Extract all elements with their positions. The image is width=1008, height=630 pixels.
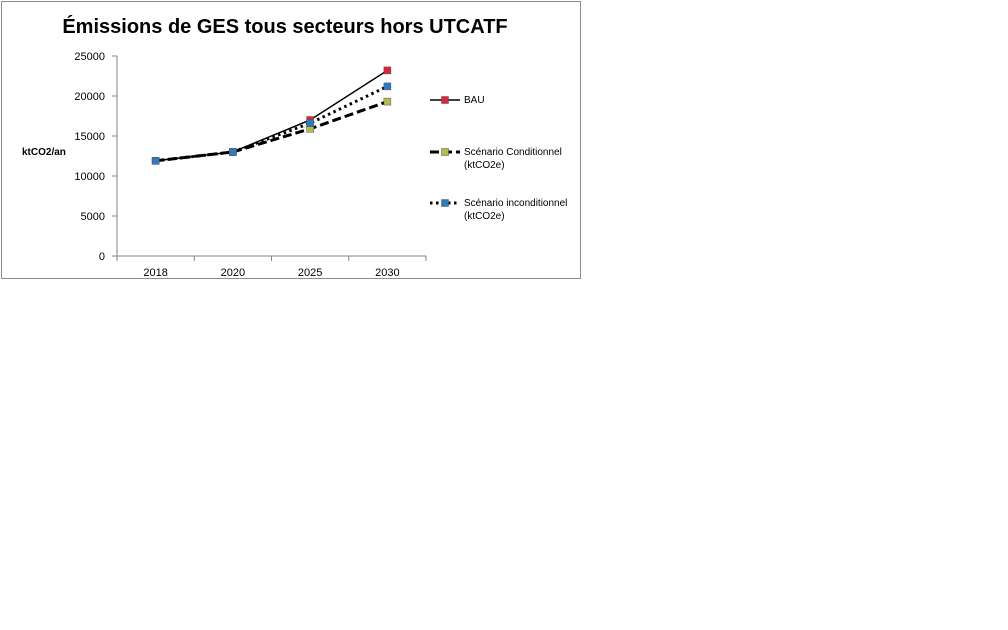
y-tick-label: 25000 [74,51,105,63]
x-tick-label: 2030 [375,267,399,278]
y-tick-labels: 0 5000 10000 15000 20000 25000 [74,51,105,263]
data-point-2-0 [151,157,160,165]
y-tick-label: 5000 [81,211,105,223]
data-point-2-2 [306,119,314,127]
axes [112,55,427,261]
x-tick-label: 2018 [143,267,167,278]
y-tick-label: 15000 [74,131,105,143]
y-axis-label: ktCO2/an [22,147,66,158]
series-line-0 [155,69,388,162]
series-line-1 [155,100,388,163]
legend: BAU Scénario Conditionnel (ktCO2e) Scénario… [430,95,567,222]
data-point-0-3 [383,66,392,75]
x-tick-label: 2025 [298,267,322,278]
x-tick-label: 2020 [221,267,245,278]
legend-marker-2 [441,199,449,207]
data-point-2-3 [383,82,392,91]
series-markers [151,66,392,165]
line-chart: Émissions de GES tous secteurs hors UTCA… [22,15,567,278]
data-point-2-1 [229,148,237,156]
legend-marker-0 [441,96,449,104]
y-tick-label: 0 [99,251,105,263]
legend-label-0: BAU [464,95,485,106]
y-tick-label: 10000 [74,171,105,183]
series-lines [155,69,389,163]
legend-label-2: Scénario inconditionnel [464,198,567,209]
chart-title: Émissions de GES tous secteurs hors UTCA… [62,15,507,38]
legend-marker-1 [441,148,449,156]
legend-label-1-line2: (ktCO2e) [464,160,505,171]
legend-label-1: Scénario Conditionnel [464,147,562,158]
data-point-1-3 [383,97,392,106]
legend-label-2-line2: (ktCO2e) [464,211,505,222]
series-line-2 [155,85,389,163]
chart-frame: Émissions de GES tous secteurs hors UTCA… [1,1,581,279]
y-tick-label: 20000 [74,91,105,103]
x-tick-labels: 2018 2020 2025 2030 [143,267,399,278]
